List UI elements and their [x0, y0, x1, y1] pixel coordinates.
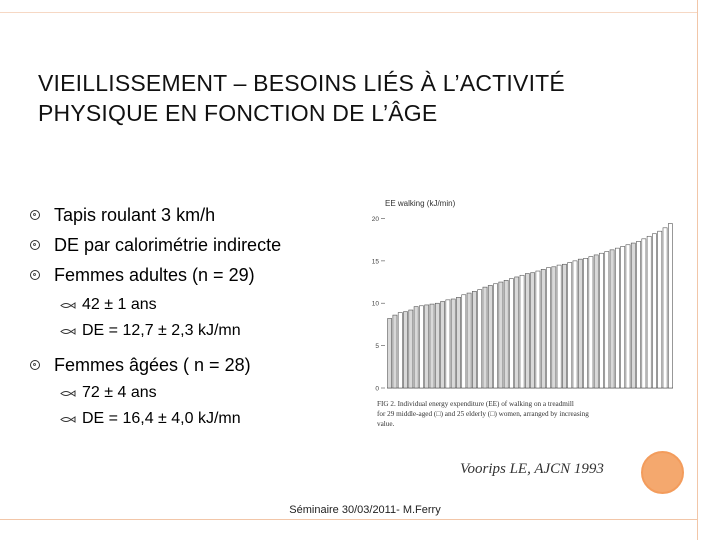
- fish-bullet-icon: [60, 302, 76, 309]
- bar: [514, 276, 520, 389]
- sub-bullet-text: DE = 16,4 ± 4,0 kJ/mn: [82, 410, 241, 427]
- bar: [530, 272, 536, 389]
- slide-title-line-2: PHYSIQUE EN FONCTION DE L’ÂGE: [38, 100, 438, 126]
- bullet-text: Femmes adultes (n = 29): [54, 265, 255, 285]
- sub-bullet-item: 42 ± 1 ans: [30, 292, 350, 318]
- bar: [604, 251, 610, 389]
- bar: [636, 241, 641, 389]
- bar: [503, 280, 509, 389]
- circle-bullet-icon: [30, 240, 40, 250]
- frame-top-rule: [0, 12, 698, 13]
- bullet-text: Tapis roulant 3 km/h: [54, 205, 216, 225]
- bar: [519, 274, 525, 389]
- frame-right-rule: [697, 0, 698, 540]
- slide-title: VIEILLISSEMENT – BESOINS LIÉS À L’ACTIVI…: [38, 68, 698, 128]
- y-tick-label: 10: [372, 301, 380, 308]
- bullet-text: Femmes âgées ( n = 28): [54, 355, 251, 375]
- slide-title-line-1: VIEILLISSEMENT – BESOINS LIÉS À L’ACTIVI…: [38, 70, 565, 96]
- bar: [498, 281, 504, 389]
- bar: [456, 297, 461, 389]
- chart-caption-line-3: value.: [377, 420, 395, 428]
- bar: [392, 314, 398, 389]
- sub-bullet-text: 42 ± 1 ans: [82, 296, 157, 313]
- sub-bullet-item: DE = 12,7 ± 2,3 kJ/mn: [30, 318, 350, 344]
- bar: [646, 235, 652, 389]
- bar: [667, 223, 673, 389]
- bar: [583, 258, 588, 389]
- bar: [599, 252, 604, 389]
- sub-bullet-text: 72 ± 4 ans: [82, 384, 157, 401]
- fish-bullet-icon: [60, 416, 76, 423]
- bar: [387, 318, 393, 389]
- chart-title: EE walking (kJ/min): [385, 199, 456, 208]
- bar: [556, 264, 562, 389]
- bullet-item: Femmes adultes (n = 29): [30, 260, 350, 290]
- bar: [440, 301, 445, 389]
- y-tick-label: 5: [375, 343, 379, 350]
- bar: [524, 273, 530, 389]
- bar: [593, 254, 599, 389]
- bullet-list: Tapis roulant 3 km/h DE par calorimétrie…: [30, 200, 350, 432]
- bar: [429, 303, 435, 389]
- bar: [567, 262, 573, 389]
- bullet-item: Femmes âgées ( n = 28): [30, 350, 350, 380]
- bar: [487, 285, 493, 389]
- bar: [662, 227, 668, 389]
- bar-chart: EE walking (kJ/min) 0 5 10 15 20 FIG 2. Indi…: [372, 199, 673, 428]
- decorative-circle: [641, 451, 684, 494]
- bullet-item: DE par calorimétrie indirecte: [30, 230, 350, 260]
- bar: [609, 249, 615, 389]
- bar: [657, 230, 663, 389]
- bar: [540, 269, 546, 389]
- bar: [551, 266, 557, 389]
- bar: [424, 304, 430, 389]
- bar: [577, 258, 583, 389]
- bar: [535, 270, 541, 389]
- bar: [546, 267, 551, 389]
- bar: [509, 278, 514, 389]
- bar: [625, 244, 631, 389]
- bar: [413, 306, 419, 389]
- sub-bullet-item: DE = 16,4 ± 4,0 kJ/mn: [30, 406, 350, 432]
- bar: [434, 302, 440, 389]
- circle-bullet-icon: [30, 210, 40, 220]
- bar: [630, 242, 636, 389]
- bar: [450, 298, 456, 389]
- y-tick-label: 0: [375, 386, 379, 393]
- bar: [397, 312, 403, 389]
- circle-bullet-icon: [30, 270, 40, 280]
- fish-bullet-icon: [60, 390, 76, 397]
- bar: [572, 260, 578, 389]
- bar: [620, 246, 626, 389]
- circle-bullet-icon: [30, 360, 40, 370]
- bar: [466, 292, 472, 389]
- bar: [615, 247, 620, 389]
- bar: [493, 283, 498, 389]
- energy-expenditure-figure: EE walking (kJ/min) 0 5 10 15 20 FIG 2. Indi…: [363, 196, 679, 446]
- bar: [482, 286, 488, 389]
- bar: [477, 289, 483, 389]
- fish-bullet-icon: [60, 328, 76, 335]
- bar: [419, 305, 424, 389]
- bar: [641, 238, 647, 389]
- footer-text: Séminaire 30/03/2011- M.Ferry: [289, 504, 441, 516]
- chart-caption-line-2: for 29 middle-aged (□) and 25 elderly (□…: [377, 410, 589, 418]
- y-tick-label: 15: [372, 258, 380, 265]
- citation-text: Voorips LE, AJCN 1993: [460, 461, 604, 477]
- bar: [403, 311, 408, 389]
- sub-bullet-item: 72 ± 4 ans: [30, 380, 350, 406]
- bar: [588, 256, 594, 389]
- sub-bullet-text: DE = 12,7 ± 2,3 kJ/mn: [82, 322, 241, 339]
- bar: [408, 309, 414, 389]
- bar: [562, 263, 567, 389]
- bullet-text: DE par calorimétrie indirecte: [54, 235, 282, 255]
- bar: [445, 299, 451, 389]
- bullet-item: Tapis roulant 3 km/h: [30, 200, 350, 230]
- frame-bottom-rule: [0, 519, 698, 520]
- bar: [472, 291, 477, 389]
- bar: [461, 294, 467, 389]
- chart-caption-line-1: FIG 2. Individual energy expenditure (EE…: [377, 400, 574, 408]
- bar: [652, 233, 657, 389]
- y-tick-label: 20: [372, 216, 380, 223]
